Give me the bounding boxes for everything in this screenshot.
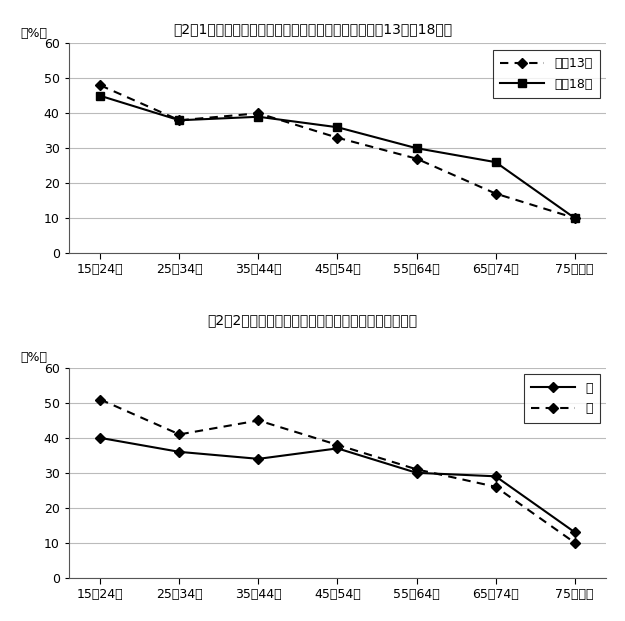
平成13年	[492, 190, 499, 197]
平成13年	[176, 117, 183, 124]
平成18年	[492, 158, 499, 166]
男	[571, 528, 578, 536]
Line: 男: 男	[96, 434, 579, 536]
平成18年	[97, 92, 104, 99]
男	[255, 455, 262, 463]
Text: 図2－1　年齢階級別「学習・研究」の行動者率（平成13年，18年）: 図2－1 年齢階級別「学習・研究」の行動者率（平成13年，18年）	[173, 22, 452, 36]
Line: 女: 女	[96, 396, 579, 546]
女	[176, 431, 183, 438]
平成13年	[97, 81, 104, 89]
平成13年	[334, 134, 341, 142]
Text: （%）: （%）	[21, 351, 48, 365]
男	[176, 448, 183, 456]
Line: 平成18年: 平成18年	[96, 92, 579, 222]
女	[571, 539, 578, 546]
Legend: 男, 女: 男, 女	[524, 374, 600, 423]
平成18年	[412, 145, 420, 152]
平成18年	[334, 124, 341, 131]
Text: （%）: （%）	[21, 27, 48, 40]
女	[255, 417, 262, 424]
男	[412, 469, 420, 476]
Text: 図2－2　男女，年齢階級別「学習・研究」の行動者率: 図2－2 男女，年齢階級別「学習・研究」の行動者率	[208, 314, 418, 328]
Legend: 平成13年, 平成18年: 平成13年, 平成18年	[493, 50, 600, 98]
女	[412, 466, 420, 473]
平成13年	[571, 214, 578, 222]
平成13年	[255, 109, 262, 117]
平成18年	[571, 214, 578, 222]
Line: 平成13年: 平成13年	[96, 81, 579, 222]
女	[492, 483, 499, 491]
男	[334, 445, 341, 452]
男	[97, 434, 104, 442]
男	[492, 473, 499, 480]
平成18年	[176, 117, 183, 124]
女	[334, 441, 341, 448]
平成18年	[255, 113, 262, 120]
女	[97, 396, 104, 403]
平成13年	[412, 155, 420, 162]
